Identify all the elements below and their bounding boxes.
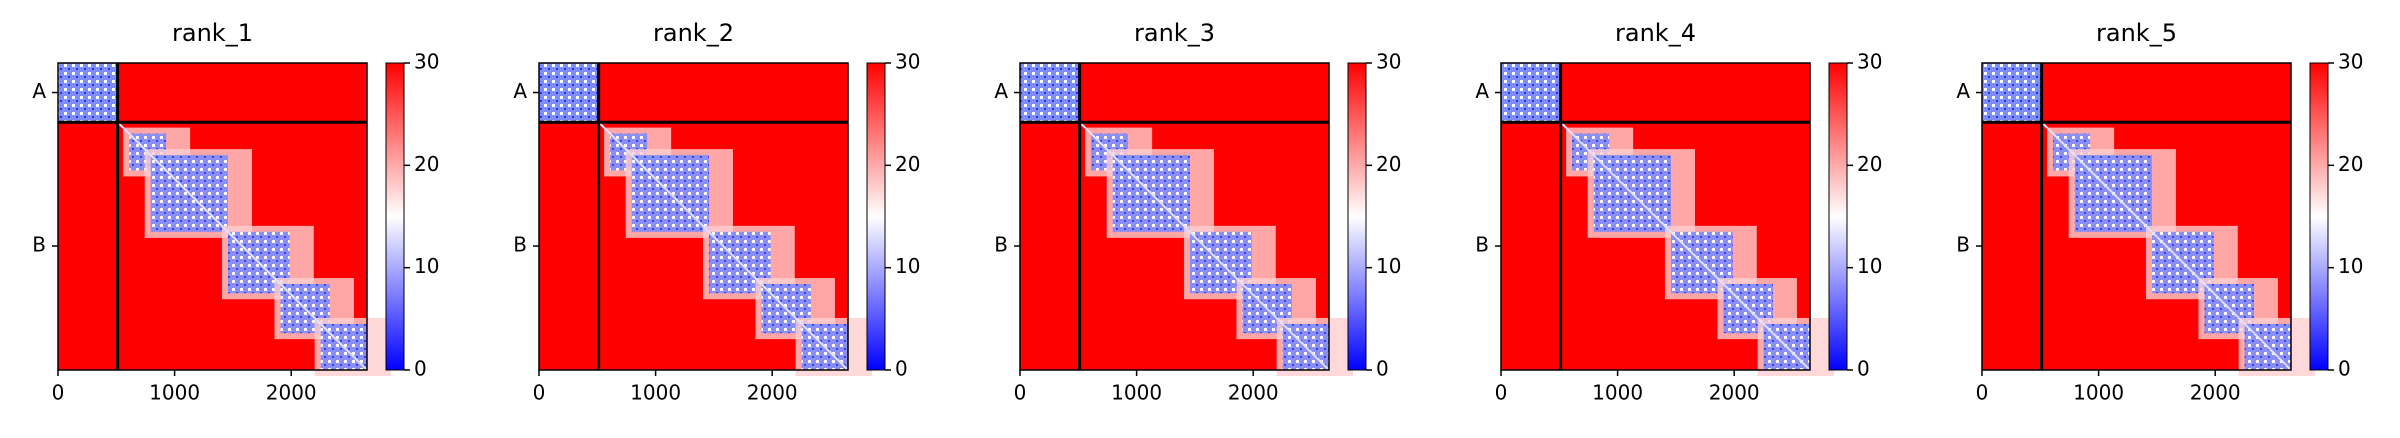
chart-title: rank_2 — [653, 19, 734, 47]
y-tick-label: A — [1475, 79, 1489, 103]
heatmap-image — [1020, 63, 1353, 376]
diagonal — [597, 121, 849, 371]
x-tick-label: 1000 — [630, 381, 681, 405]
colorbar-tick-label: 10 — [414, 254, 439, 278]
panel: rank_5 0 1000 2000 A B 0 10 20 30 — [1956, 19, 2363, 405]
axes-frame — [57, 62, 368, 371]
chain-block — [1020, 63, 1080, 123]
x-tick-label: 0 — [52, 381, 65, 405]
axes-frame — [1019, 62, 1330, 371]
y-tick-label: B — [1956, 233, 1970, 257]
colorbar-tick-label: 30 — [414, 50, 439, 74]
x-tick-label: 1000 — [1111, 381, 1162, 405]
colorbar-tick-label: 30 — [2338, 50, 2363, 74]
x-tick-label: 2000 — [1228, 381, 1279, 405]
y-tick-label: B — [994, 233, 1008, 257]
colorbar-tick-label: 0 — [2338, 357, 2351, 381]
colorbar-tick-label: 0 — [1857, 357, 1870, 381]
panel: rank_4 0 1000 2000 A B 0 10 20 30 — [1475, 19, 1882, 405]
colorbar — [866, 62, 886, 371]
x-tick-label: 1000 — [1592, 381, 1643, 405]
x-tick-label: 2000 — [1709, 381, 1760, 405]
y-tick-label: A — [513, 79, 527, 103]
x-tick-label: 0 — [1495, 381, 1508, 405]
axes-frame — [538, 62, 849, 371]
colorbar-tick-label: 20 — [414, 152, 439, 176]
diagonal — [1078, 121, 1330, 371]
colorbar-tick-label: 10 — [895, 254, 920, 278]
colorbar-tick-label: 20 — [1376, 152, 1401, 176]
heatmap-image — [58, 63, 391, 376]
diagonal — [2040, 121, 2292, 371]
heatmap-image — [1982, 63, 2315, 376]
x-tick-label: 2000 — [266, 381, 317, 405]
x-tick-label: 1000 — [2073, 381, 2124, 405]
chain-block — [1982, 63, 2042, 123]
chart-title: rank_1 — [172, 19, 253, 47]
heatmap-image — [539, 63, 872, 376]
y-tick-label: A — [994, 79, 1008, 103]
axes-frame — [1500, 62, 1811, 371]
y-tick-label: B — [32, 233, 46, 257]
chain-block — [1501, 63, 1561, 123]
colorbar-tick-label: 0 — [414, 357, 427, 381]
y-tick-label: B — [1475, 233, 1489, 257]
x-tick-label: 0 — [533, 381, 546, 405]
colorbar — [385, 62, 405, 371]
colorbar-tick-label: 10 — [1857, 254, 1882, 278]
colorbar-tick-label: 0 — [1376, 357, 1389, 381]
colorbar-tick-label: 10 — [1376, 254, 1401, 278]
y-tick-label: A — [32, 79, 46, 103]
colorbar-tick-label: 10 — [2338, 254, 2363, 278]
colorbar-tick-label: 20 — [895, 152, 920, 176]
colorbar-tick-label: 30 — [895, 50, 920, 74]
panel: rank_3 0 1000 2000 A B 0 10 20 30 — [994, 19, 1401, 405]
chart-title: rank_5 — [2096, 19, 2177, 47]
x-tick-label: 1000 — [149, 381, 200, 405]
chart-title: rank_4 — [1615, 19, 1696, 47]
colorbar-tick-label: 30 — [1376, 50, 1401, 74]
x-tick-label: 2000 — [747, 381, 798, 405]
x-tick-label: 0 — [1014, 381, 1027, 405]
heatmap-image — [1501, 63, 1834, 376]
y-tick-label: B — [513, 233, 527, 257]
colorbar-tick-label: 30 — [1857, 50, 1882, 74]
chain-block — [58, 63, 118, 123]
colorbar-tick-label: 0 — [895, 357, 908, 381]
panel: rank_2 0 1000 2000 A B 0 10 20 30 — [513, 19, 920, 405]
colorbar — [1347, 62, 1367, 371]
colorbar-tick-label: 20 — [1857, 152, 1882, 176]
x-tick-label: 2000 — [2190, 381, 2241, 405]
diagonal — [1559, 121, 1811, 371]
colorbar-tick-label: 20 — [2338, 152, 2363, 176]
x-tick-label: 0 — [1976, 381, 1989, 405]
diagonal — [116, 121, 368, 371]
y-tick-label: A — [1956, 79, 1970, 103]
colorbar — [1828, 62, 1848, 371]
chain-block — [539, 63, 599, 123]
chart-title: rank_3 — [1134, 19, 1215, 47]
colorbar — [2309, 62, 2329, 371]
axes-frame — [1981, 62, 2292, 371]
panel: rank_1 0 1000 2000 A B 0 10 20 30 — [32, 19, 439, 405]
